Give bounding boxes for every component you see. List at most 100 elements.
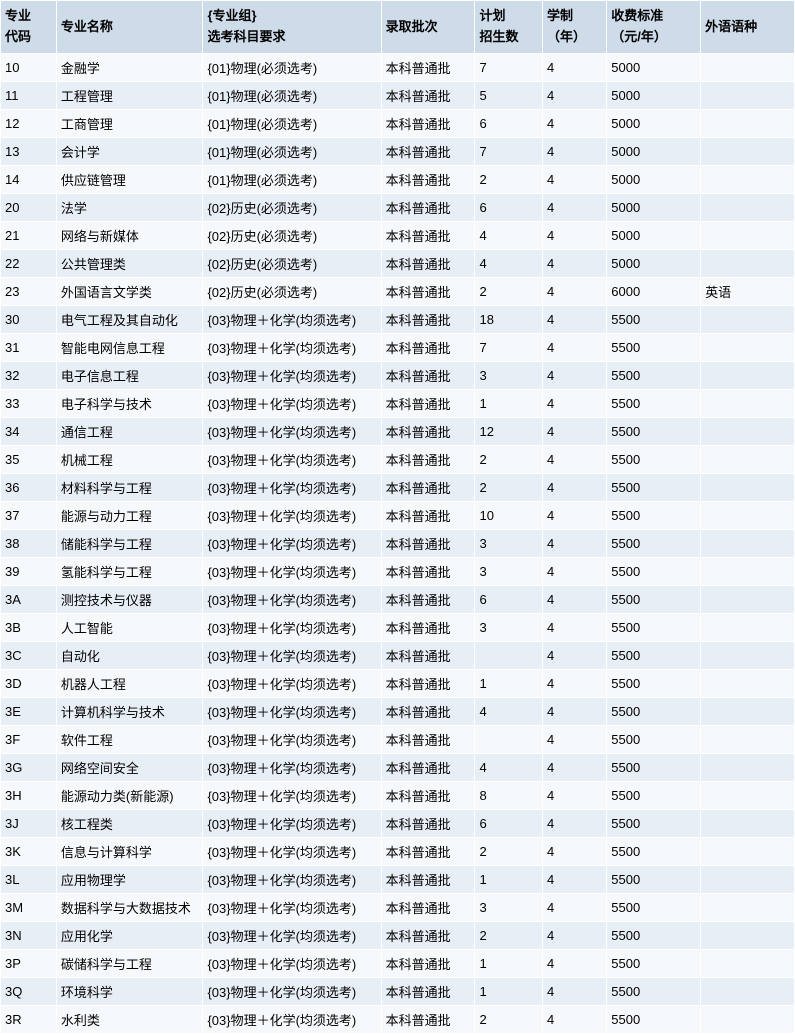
cell-col1: 网络与新媒体 [56,222,203,250]
cell-col0: 23 [1,278,57,306]
cell-col4: 6 [475,810,542,838]
cell-col3: 本科普通批 [381,558,475,586]
cell-col7 [701,894,795,922]
cell-col3: 本科普通批 [381,894,475,922]
cell-col2: {01}物理(必须选考) [203,138,381,166]
table-row: 13会计学{01}物理(必须选考)本科普通批745000 [1,138,795,166]
cell-col1: 网络空间安全 [56,754,203,782]
cell-col5: 4 [542,362,606,390]
cell-col7: 英语 [701,278,795,306]
cell-col2: {03}物理＋化学(均须选考) [203,530,381,558]
cell-col2: {03}物理＋化学(均须选考) [203,894,381,922]
cell-col6: 5500 [607,418,701,446]
cell-col7 [701,110,795,138]
header-label-line1: {专业组} [207,8,256,23]
cell-col1: 储能科学与工程 [56,530,203,558]
cell-col2: {03}物理＋化学(均须选考) [203,586,381,614]
cell-col7 [701,530,795,558]
table-row: 39氢能科学与工程{03}物理＋化学(均须选考)本科普通批345500 [1,558,795,586]
cell-col4: 3 [475,362,542,390]
cell-col2: {03}物理＋化学(均须选考) [203,502,381,530]
cell-col7 [701,54,795,82]
cell-col3: 本科普通批 [381,838,475,866]
cell-col1: 电子信息工程 [56,362,203,390]
cell-col5: 4 [542,698,606,726]
cell-col2: {03}物理＋化学(均须选考) [203,446,381,474]
cell-col6: 5500 [607,390,701,418]
cell-col3: 本科普通批 [381,502,475,530]
cell-col4: 4 [475,754,542,782]
header-label-line2: 代码 [5,29,31,44]
cell-col7 [701,642,795,670]
cell-col6: 5500 [607,642,701,670]
table-row: 36材料科学与工程{03}物理＋化学(均须选考)本科普通批245500 [1,474,795,502]
cell-col3: 本科普通批 [381,754,475,782]
cell-col5: 4 [542,894,606,922]
header-label-line1: 学制 [547,8,573,23]
cell-col4: 8 [475,782,542,810]
cell-col0: 20 [1,194,57,222]
cell-col1: 机器人工程 [56,670,203,698]
cell-col6: 5500 [607,586,701,614]
table-row: 3R水利类{03}物理＋化学(均须选考)本科普通批245500 [1,1006,795,1034]
cell-col3: 本科普通批 [381,54,475,82]
table-row: 14供应链管理{01}物理(必须选考)本科普通批245000 [1,166,795,194]
cell-col0: 3N [1,922,57,950]
cell-col2: {03}物理＋化学(均须选考) [203,838,381,866]
table-row: 3L应用物理学{03}物理＋化学(均须选考)本科普通批145500 [1,866,795,894]
cell-col4: 3 [475,894,542,922]
cell-col2: {03}物理＋化学(均须选考) [203,754,381,782]
cell-col2: {02}历史(必须选考) [203,194,381,222]
cell-col7 [701,866,795,894]
cell-col2: {03}物理＋化学(均须选考) [203,334,381,362]
table-row: 3J核工程类{03}物理＋化学(均须选考)本科普通批645500 [1,810,795,838]
cell-col0: 3A [1,586,57,614]
cell-col1: 氢能科学与工程 [56,558,203,586]
cell-col7 [701,782,795,810]
cell-col0: 3P [1,950,57,978]
cell-col2: {03}物理＋化学(均须选考) [203,950,381,978]
cell-col5: 4 [542,950,606,978]
cell-col6: 5500 [607,782,701,810]
table-row: 3P碳储科学与工程{03}物理＋化学(均须选考)本科普通批145500 [1,950,795,978]
cell-col1: 公共管理类 [56,250,203,278]
cell-col6: 5500 [607,446,701,474]
table-row: 22公共管理类{02}历史(必须选考)本科普通批445000 [1,250,795,278]
header-cell-2: {专业组}选考科目要求 [203,1,381,54]
cell-col4: 2 [475,838,542,866]
cell-col3: 本科普通批 [381,390,475,418]
cell-col2: {01}物理(必须选考) [203,54,381,82]
cell-col4 [475,642,542,670]
cell-col2: {03}物理＋化学(均须选考) [203,614,381,642]
cell-col7 [701,978,795,1006]
cell-col3: 本科普通批 [381,670,475,698]
cell-col2: {02}历史(必须选考) [203,278,381,306]
cell-col6: 5500 [607,838,701,866]
cell-col3: 本科普通批 [381,446,475,474]
cell-col4: 5 [475,82,542,110]
cell-col3: 本科普通批 [381,138,475,166]
table-row: 3C自动化{03}物理＋化学(均须选考)本科普通批45500 [1,642,795,670]
cell-col2: {02}历史(必须选考) [203,222,381,250]
header-cell-6: 收费标准（元/年） [607,1,701,54]
cell-col1: 水利类 [56,1006,203,1034]
cell-col4: 12 [475,418,542,446]
cell-col0: 3K [1,838,57,866]
cell-col2: {03}物理＋化学(均须选考) [203,782,381,810]
cell-col5: 4 [542,446,606,474]
cell-col6: 5500 [607,558,701,586]
cell-col5: 4 [542,614,606,642]
cell-col6: 5500 [607,502,701,530]
cell-col4: 1 [475,866,542,894]
cell-col7 [701,726,795,754]
cell-col0: 3M [1,894,57,922]
cell-col3: 本科普通批 [381,1006,475,1034]
cell-col0: 3R [1,1006,57,1034]
cell-col7 [701,390,795,418]
cell-col6: 5500 [607,810,701,838]
cell-col2: {02}历史(必须选考) [203,250,381,278]
cell-col4: 2 [475,1006,542,1034]
cell-col0: 3E [1,698,57,726]
table-row: 3D机器人工程{03}物理＋化学(均须选考)本科普通批145500 [1,670,795,698]
table-row: 38储能科学与工程{03}物理＋化学(均须选考)本科普通批345500 [1,530,795,558]
